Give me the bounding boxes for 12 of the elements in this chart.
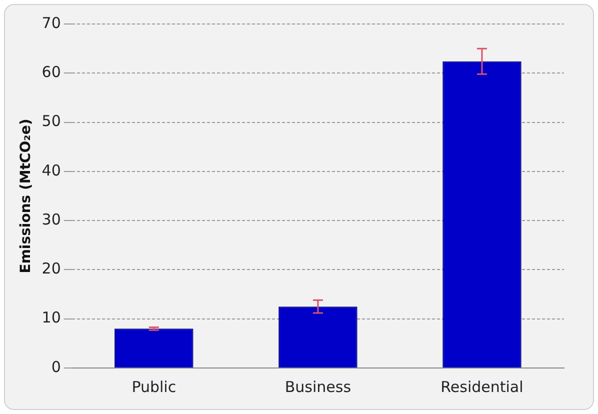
x-tick-label: Business — [284, 378, 352, 396]
y-tick-label: 10 — [42, 308, 61, 327]
y-tick-label: 20 — [42, 260, 61, 278]
y-tick-label: 30 — [42, 210, 61, 228]
x-tick-label: Residential — [440, 378, 524, 396]
y-tick-label: 0 — [51, 358, 61, 376]
y-axis-title: Emissions (MtCO₂e) — [18, 118, 34, 274]
x-tick-label: Public — [132, 378, 176, 396]
y-tick-label: 60 — [42, 63, 61, 82]
y-tick-label: 70 — [42, 14, 61, 32]
y-tick-label: 40 — [42, 161, 61, 180]
y-tick-label: 50 — [42, 112, 61, 130]
